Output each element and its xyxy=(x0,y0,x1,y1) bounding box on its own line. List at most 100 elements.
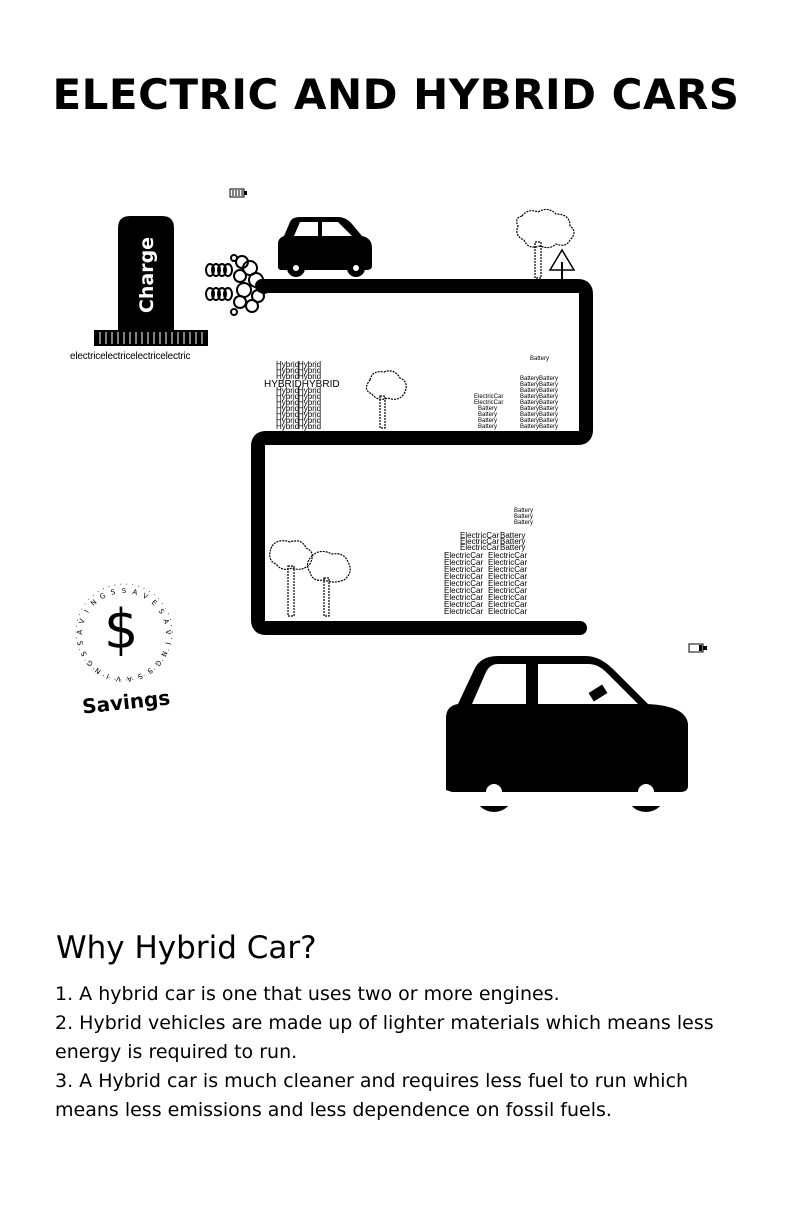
svg-text:Hybrid: Hybrid xyxy=(276,360,299,369)
savings-ring-letter: G xyxy=(85,658,95,667)
svg-text:HYBRIDHYBRID: HYBRIDHYBRID xyxy=(264,379,340,390)
svg-text:Battery: Battery xyxy=(478,418,497,424)
svg-text:Battery: Battery xyxy=(539,418,558,424)
svg-text:Battery: Battery xyxy=(500,543,525,552)
savings-ring-letter: V xyxy=(78,618,87,625)
car-icon xyxy=(278,217,372,277)
svg-text:Battery: Battery xyxy=(520,418,539,424)
svg-text:ElectricCar: ElectricCar xyxy=(444,572,483,581)
savings-ring-letter: A xyxy=(161,618,170,625)
battery-text-tower: Battery Battery Battery Battery Battery Ba… xyxy=(474,356,558,430)
svg-text:Battery: Battery xyxy=(520,394,539,400)
svg-text:Hybrid: Hybrid xyxy=(298,366,321,375)
svg-text:ElectricCar: ElectricCar xyxy=(488,551,527,560)
svg-text:ElectricCar: ElectricCar xyxy=(488,572,527,581)
reason-item: 2. Hybrid vehicles are made up of lighte… xyxy=(55,1012,714,1063)
svg-text:Battery: Battery xyxy=(520,382,539,388)
reason-item: 1. A hybrid car is one that uses two or … xyxy=(55,983,560,1005)
svg-text:Hybrid: Hybrid xyxy=(276,416,299,425)
svg-text:Hybrid: Hybrid xyxy=(276,386,299,395)
svg-text:ElectricCar: ElectricCar xyxy=(460,537,499,546)
svg-text:ElectricCar: ElectricCar xyxy=(444,551,483,560)
savings-ring-letter: S xyxy=(136,671,144,680)
svg-text:Battery: Battery xyxy=(520,400,539,406)
savings-ring-letter: A xyxy=(126,674,132,683)
svg-text:Battery: Battery xyxy=(539,412,558,418)
savings-ring-letter: E xyxy=(150,598,159,607)
svg-text:Battery: Battery xyxy=(539,382,558,388)
svg-text:Battery: Battery xyxy=(478,424,497,430)
savings-ring-letter: G xyxy=(153,658,163,667)
svg-text:Hybrid: Hybrid xyxy=(298,398,321,407)
svg-text:Battery: Battery xyxy=(530,356,549,362)
svg-text:Battery: Battery xyxy=(520,424,539,430)
svg-text:Hybrid: Hybrid xyxy=(276,404,299,413)
charger-label: Charge xyxy=(136,236,158,314)
svg-text:ElectricCar: ElectricCar xyxy=(444,607,483,616)
savings-ring-letter: I xyxy=(105,672,110,680)
svg-text:ElectricCar: ElectricCar xyxy=(488,600,527,609)
svg-text:Battery: Battery xyxy=(520,388,539,394)
svg-text:Hybrid: Hybrid xyxy=(298,416,321,425)
svg-text:Hybrid: Hybrid xyxy=(276,422,299,431)
svg-text:Hybrid: Hybrid xyxy=(276,392,299,401)
car-icon xyxy=(446,656,688,812)
savings-ring-letter: N xyxy=(89,598,98,607)
svg-text:Battery: Battery xyxy=(539,394,558,400)
tree-icon xyxy=(365,370,407,429)
tree-icon xyxy=(516,208,575,279)
svg-text:ElectricCar: ElectricCar xyxy=(488,607,527,616)
warning-sign-icon xyxy=(548,248,576,280)
savings-ring-letter: N xyxy=(94,666,103,676)
svg-text:Hybrid: Hybrid xyxy=(276,398,299,407)
svg-text:ElectricCar: ElectricCar xyxy=(488,565,527,574)
savings-ring-letter: A xyxy=(132,588,139,597)
svg-text:Battery: Battery xyxy=(539,388,558,394)
savings-ring-letter: S xyxy=(79,650,88,658)
charging-station xyxy=(94,216,208,346)
savings-ring-letter: I xyxy=(163,641,171,645)
savings-ring-letter: S xyxy=(76,640,85,646)
savings-ring-letter: S xyxy=(145,666,154,675)
tree-icon xyxy=(269,540,351,617)
battery-icon xyxy=(229,188,247,198)
svg-text:ElectricCar: ElectricCar xyxy=(444,586,483,595)
svg-text:ElectricCar: ElectricCar xyxy=(488,579,527,588)
savings-ring-letter: I xyxy=(83,608,91,614)
savings-ring-letter: N xyxy=(159,650,168,658)
battery-icon xyxy=(688,643,707,653)
svg-text:Battery: Battery xyxy=(478,406,497,412)
svg-text:ElectricCar: ElectricCar xyxy=(444,593,483,602)
reasons-list: 1. A hybrid car is one that uses two or … xyxy=(55,980,745,1125)
svg-text:Hybrid: Hybrid xyxy=(276,372,299,381)
svg-text:Hybrid: Hybrid xyxy=(276,366,299,375)
svg-text:ElectricCar: ElectricCar xyxy=(488,558,527,567)
svg-text:ElectricCar: ElectricCar xyxy=(460,531,499,540)
reason-item: 3. A Hybrid car is much cleaner and requ… xyxy=(55,1070,689,1121)
svg-text:Battery: Battery xyxy=(520,406,539,412)
savings-ring-letter: G xyxy=(98,592,107,602)
page-title: ELECTRIC AND HYBRID CARS xyxy=(52,70,740,120)
svg-text:Battery: Battery xyxy=(520,376,539,382)
svg-text:Battery: Battery xyxy=(539,376,558,382)
svg-text:Battery: Battery xyxy=(478,412,497,418)
road xyxy=(251,279,593,635)
svg-text:ElectricCar: ElectricCar xyxy=(444,558,483,567)
charging-cable xyxy=(205,254,270,316)
svg-text:Battery: Battery xyxy=(514,508,533,514)
savings-ring-letter: V xyxy=(164,630,172,635)
section-heading: Why Hybrid Car? xyxy=(56,929,317,966)
savings-ring-letter: V xyxy=(141,592,149,601)
svg-text:Battery: Battery xyxy=(500,537,525,546)
svg-text:ElectricCar: ElectricCar xyxy=(444,579,483,588)
svg-text:Hybrid: Hybrid xyxy=(276,410,299,419)
svg-text:Battery: Battery xyxy=(539,406,558,412)
svg-text:Hybrid: Hybrid xyxy=(298,372,321,381)
savings-ring-letter: S xyxy=(110,588,117,597)
svg-text:ElectricCar: ElectricCar xyxy=(488,593,527,602)
electric-car-text-tower: Battery Battery Battery ElectricCar Batte… xyxy=(444,508,533,616)
svg-text:ElectricCar: ElectricCar xyxy=(444,600,483,609)
